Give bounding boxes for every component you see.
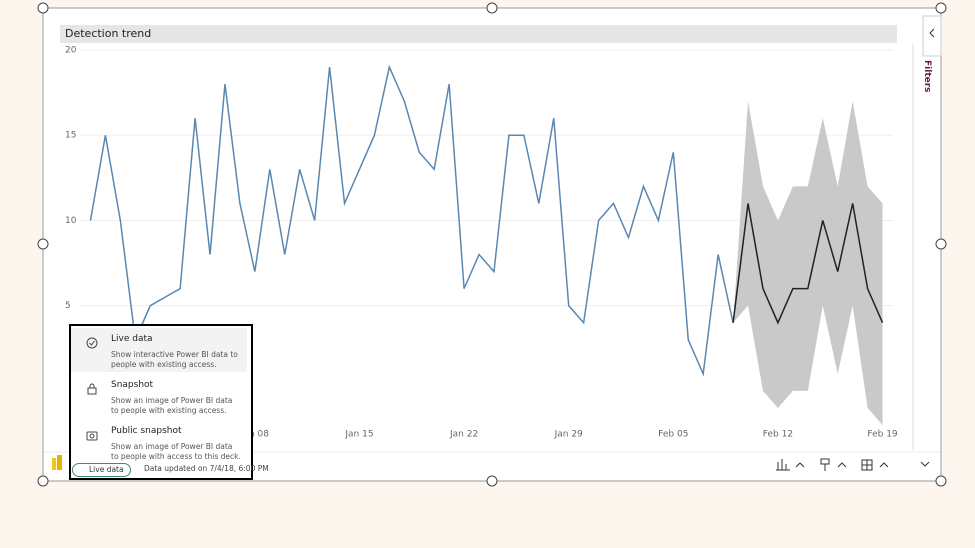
format-icon[interactable] [820, 458, 830, 471]
plot: 5 10 15 20 Jan 08 Jan 15 Jan 22 Jan 29 Feb 05 Feb… [65, 46, 898, 440]
chevron[interactable] [879, 462, 889, 468]
insert-icon[interactable] [861, 459, 873, 471]
handle[interactable] [37, 475, 49, 487]
chevron[interactable] [837, 462, 847, 468]
camera-icon [86, 431, 98, 441]
handle[interactable] [486, 2, 498, 14]
handle[interactable] [37, 2, 49, 14]
item-description: Show an image of Power BI data to people… [111, 396, 233, 415]
item-description: Show an image of Power BI data to people… [111, 442, 241, 461]
y-tick-label: 10 [65, 216, 77, 226]
menu-item[interactable]: Live data Show interactive Power BI data… [71, 328, 247, 372]
handle[interactable] [37, 238, 49, 250]
x-tick-label: Jan 22 [449, 430, 478, 440]
selection-handles[interactable] [37, 2, 947, 487]
item-title: Public snapshot [111, 426, 182, 436]
y-tick-label: 15 [65, 131, 76, 141]
item-title: Live data [111, 334, 153, 344]
updated-text: Data updated on 7/4/18, 6:00 PM [144, 464, 269, 473]
collapse-arrow[interactable] [929, 28, 935, 38]
chevron[interactable] [795, 462, 805, 468]
filters-toggle[interactable] [922, 15, 942, 57]
handle[interactable] [935, 2, 947, 14]
actual-line [89, 64, 734, 377]
x-tick-label: Jan 08 [240, 430, 269, 440]
toolbar-icons[interactable] [776, 458, 930, 471]
y-tick-label: 5 [65, 301, 71, 311]
chart-title: Detection trend [65, 27, 151, 40]
filters-label[interactable]: Filters [922, 60, 932, 93]
forecast-band [733, 101, 883, 426]
item-description: Show interactive Power BI data to people… [111, 350, 238, 369]
x-tick-label: Jan 15 [344, 430, 373, 440]
x-tick-label: Feb 12 [763, 430, 793, 440]
item-title: Snapshot [111, 380, 154, 390]
forecast-line [732, 203, 884, 325]
title-bar [60, 25, 897, 43]
x-tick-label: Feb 05 [658, 430, 688, 440]
handle[interactable] [935, 475, 947, 487]
handle[interactable] [486, 475, 498, 487]
y-tick-label: 20 [65, 46, 77, 56]
chevron-down[interactable] [920, 461, 930, 467]
handle[interactable] [935, 238, 947, 250]
check-icon [86, 337, 98, 349]
lock-icon [87, 383, 97, 395]
powerbi-icon [57, 455, 62, 470]
x-tick-label: Jan 29 [554, 430, 583, 440]
x-tick-label: Feb 19 [867, 430, 898, 440]
live-data-button[interactable]: Live data [72, 463, 131, 477]
menu-item[interactable]: Public snapshot Show an image of Power B… [71, 420, 247, 464]
visual-icon[interactable] [776, 459, 790, 471]
powerbi-icon [52, 458, 56, 470]
popup-menu: Live data Show interactive Power BI data… [69, 324, 253, 480]
menu-item[interactable]: Snapshot Show an image of Power BI data … [71, 374, 247, 418]
